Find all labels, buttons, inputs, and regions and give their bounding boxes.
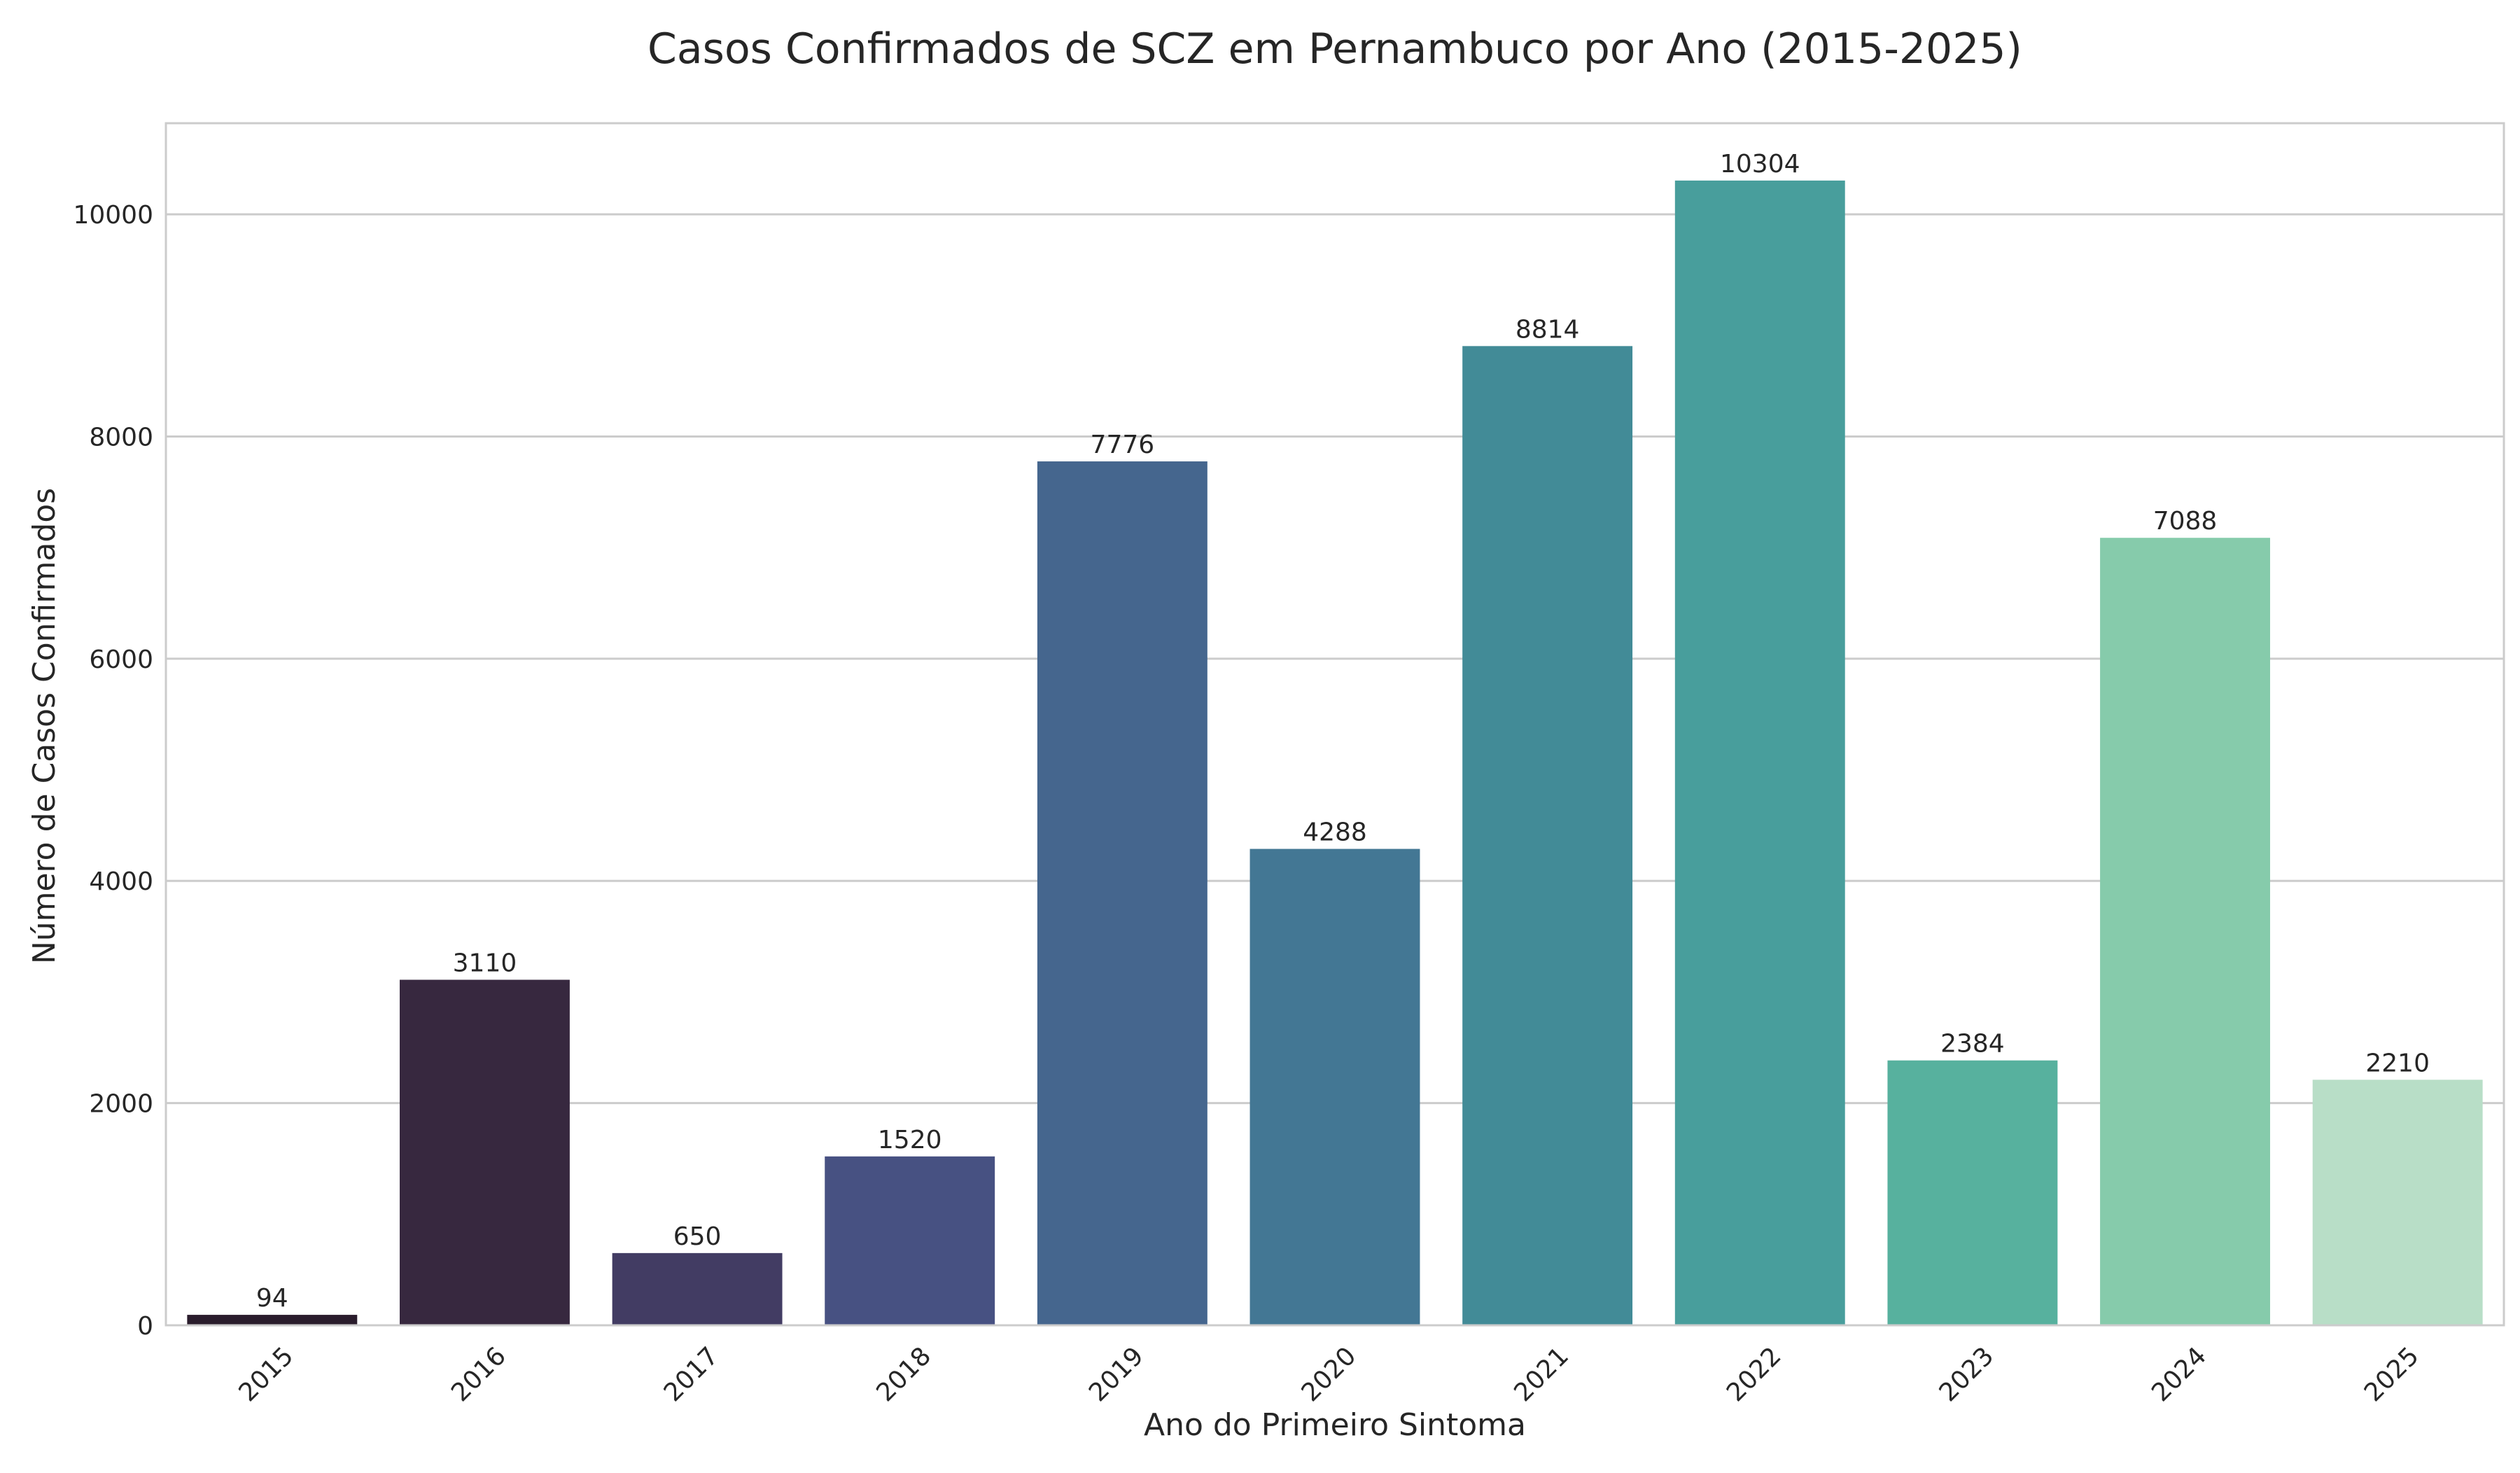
bar-value-label: 7088 xyxy=(2153,507,2218,536)
y-tick-label: 10000 xyxy=(73,201,153,230)
y-axis-label: Número de Casos Confirmados xyxy=(27,488,62,964)
bar-2017 xyxy=(612,1252,783,1325)
y-tick-label: 4000 xyxy=(89,867,153,896)
bar-2019 xyxy=(1037,461,1208,1325)
bar-2015 xyxy=(187,1315,358,1325)
bar-value-label: 4288 xyxy=(1303,818,1367,847)
bar-value-label: 1520 xyxy=(878,1126,942,1154)
chart-title: Casos Confirmados de SCZ em Pernambuco p… xyxy=(648,25,2022,74)
y-tick-label: 0 xyxy=(137,1312,153,1341)
bar-2018 xyxy=(825,1156,995,1325)
bar-value-label: 2384 xyxy=(1940,1030,2005,1059)
bar-value-label: 8814 xyxy=(1516,315,1580,344)
bar-2025 xyxy=(2312,1080,2483,1325)
x-axis-label: Ano do Primeiro Sintoma xyxy=(1144,1407,1526,1443)
bar-2020 xyxy=(1250,849,1420,1325)
y-tick-label: 6000 xyxy=(89,645,153,674)
y-tick-label: 8000 xyxy=(89,423,153,452)
bar-value-label: 3110 xyxy=(453,949,517,977)
bar-2021 xyxy=(1462,346,1633,1325)
bar-value-label: 650 xyxy=(673,1222,722,1251)
bar-value-label: 2210 xyxy=(2365,1049,2430,1077)
bar-value-label: 7776 xyxy=(1091,431,1155,459)
bar-2023 xyxy=(1887,1060,2058,1325)
plot-frame xyxy=(164,122,2505,1327)
bar-2016 xyxy=(400,979,570,1325)
bar-2022 xyxy=(1674,180,1845,1325)
y-tick-label: 2000 xyxy=(89,1090,153,1119)
bar-value-label: 10304 xyxy=(1720,150,1800,179)
bar-2024 xyxy=(2100,538,2270,1325)
bar-value-label: 94 xyxy=(256,1284,288,1313)
